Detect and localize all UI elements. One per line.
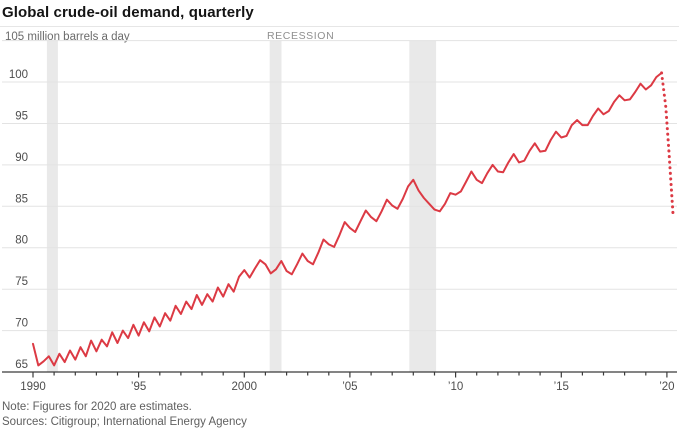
title-divider [0, 26, 679, 27]
x-axis-tick-label: ’15 [554, 381, 569, 393]
x-axis-tick-label: ’05 [342, 381, 357, 393]
y-axis-tick-label: 100 [9, 69, 28, 81]
y-axis-tick-label: 65 [15, 359, 28, 371]
chart-title: Global crude-oil demand, quarterly [2, 4, 254, 21]
y-axis-tick-label: 90 [15, 152, 28, 164]
chart-note: Note: Figures for 2020 are estimates. [2, 401, 192, 413]
demand-line [32, 71, 663, 367]
y-axis-tick-label: 95 [15, 111, 28, 123]
x-axis-tick-label: ’95 [131, 381, 146, 393]
x-axis-tick-label: 1990 [20, 381, 46, 393]
x-axis-tick-label: ’10 [448, 381, 463, 393]
recession-band-label: RECESSION [267, 30, 335, 42]
x-axis-tick-label: 2000 [232, 381, 258, 393]
y-axis-unit-label: 105 million barrels a day [5, 31, 130, 43]
y-axis-tick-label: 80 [15, 235, 28, 247]
x-axis-tick-label: ’20 [659, 381, 674, 393]
y-axis-tick-label: 70 [15, 318, 28, 330]
y-axis-tick-label: 75 [15, 276, 28, 288]
y-axis-tick-label: 85 [15, 193, 28, 205]
chart-sources: Sources: Citigroup; International Energy… [2, 416, 247, 428]
estimate-dotted-line [660, 71, 675, 219]
